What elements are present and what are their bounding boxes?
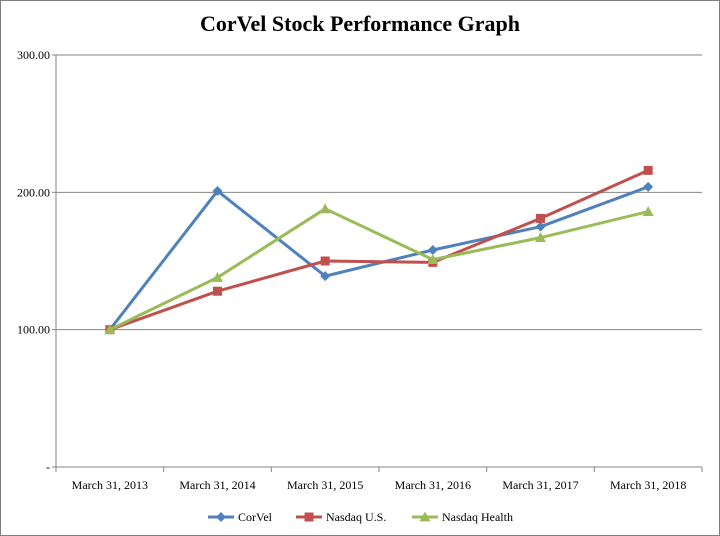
data-point (427, 245, 438, 256)
data-point (427, 254, 439, 265)
legend-label: CorVel (238, 510, 273, 524)
series-nasdaq-u-s (105, 165, 653, 335)
legend-item: CorVel (208, 510, 273, 524)
series-nasdaq-health (104, 203, 654, 335)
legend-marker (216, 512, 226, 522)
series-lines (104, 165, 654, 335)
data-point (212, 271, 223, 282)
data-point (535, 221, 546, 232)
legend-marker (419, 511, 431, 522)
data-point (643, 181, 654, 192)
data-point (104, 324, 116, 335)
y-tick-labels: - 100.00 200.00 300.00 (17, 48, 50, 474)
y-tick-label: 100.00 (17, 323, 50, 337)
data-point (319, 203, 331, 214)
data-point (320, 256, 330, 266)
y-tick-label: - (46, 460, 50, 474)
legend-item: Nasdaq U.S. (296, 510, 386, 524)
x-tick-label: March 31, 2016 (395, 478, 471, 492)
gridlines (56, 54, 702, 331)
x-tick-label: March 31, 2014 (179, 478, 255, 492)
x-tick-label: March 31, 2013 (72, 478, 148, 492)
legend-marker (304, 512, 314, 522)
series-line (109, 168, 649, 332)
data-point (212, 185, 223, 196)
legend-label: Nasdaq Health (442, 510, 513, 524)
series-line (108, 185, 649, 331)
x-tick-label: March 31, 2018 (610, 478, 686, 492)
x-tick-label: March 31, 2017 (502, 478, 578, 492)
data-point (535, 232, 546, 243)
y-tick-label: 200.00 (17, 185, 50, 199)
data-point (213, 286, 222, 296)
data-point (643, 165, 653, 175)
x-tick-label: March 31, 2015 (287, 478, 363, 492)
data-point (536, 213, 545, 223)
legend: CorVel Nasdaq U.S. Nasdaq Health (208, 510, 513, 524)
data-point (320, 271, 331, 282)
y-tick-label: 300.00 (17, 48, 50, 62)
x-tick-labels: March 31, 2013 March 31, 2014 March 31, 20… (72, 478, 687, 492)
legend-label: Nasdaq U.S. (326, 510, 386, 524)
legend-item: Nasdaq Health (412, 510, 513, 524)
series-line (109, 207, 649, 332)
axes (52, 54, 703, 472)
data-point (642, 206, 654, 216)
chart-title: CorVel Stock Performance Graph (200, 11, 520, 36)
